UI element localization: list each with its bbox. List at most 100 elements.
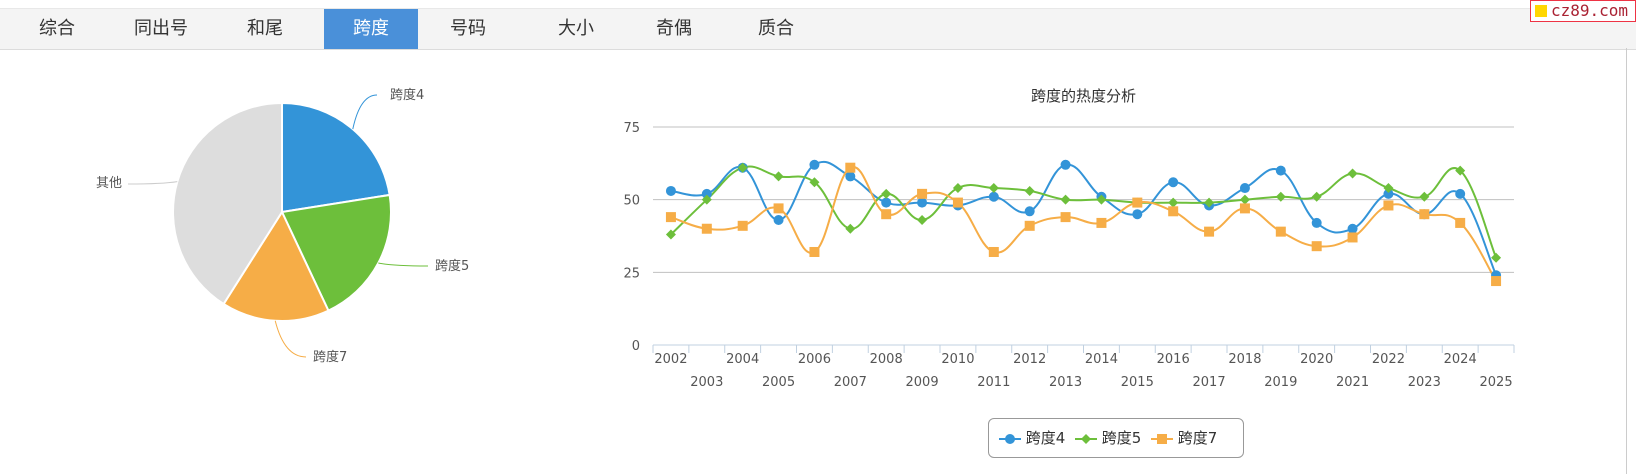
- series-3-point[interactable]: [1024, 220, 1035, 231]
- chart-legend: 跨度4 跨度5 跨度7: [988, 418, 1244, 458]
- series-2-point[interactable]: [809, 177, 820, 188]
- x-tick-label: 2011: [977, 375, 1010, 390]
- legend-marker-icon: [1075, 433, 1097, 444]
- series-1-point[interactable]: [881, 197, 892, 208]
- series-2-point[interactable]: [1024, 185, 1035, 196]
- series-3-point[interactable]: [1096, 217, 1107, 228]
- series-2-point[interactable]: [773, 171, 784, 182]
- series-3-point[interactable]: [1491, 276, 1502, 287]
- series-2-point[interactable]: [701, 194, 712, 205]
- series-3-point[interactable]: [1204, 226, 1215, 237]
- series-2-point[interactable]: [1239, 194, 1250, 205]
- series-2-point[interactable]: [1311, 191, 1322, 202]
- series-3-point[interactable]: [1275, 226, 1286, 237]
- tab-7[interactable]: 奇偶: [656, 18, 692, 39]
- series-3-point[interactable]: [845, 162, 856, 173]
- series-1-point[interactable]: [1024, 206, 1035, 217]
- legend-marker[interactable]: [1157, 433, 1167, 444]
- series-2-point[interactable]: [1168, 197, 1179, 208]
- series-1-point[interactable]: [773, 215, 784, 226]
- tab-4[interactable]: 跨度: [324, 9, 418, 49]
- series-1-point[interactable]: [917, 197, 928, 208]
- series-3-point[interactable]: [1383, 200, 1394, 211]
- pie-connector: [274, 320, 307, 358]
- series-2-point[interactable]: [1455, 165, 1466, 176]
- series-2-point[interactable]: [917, 215, 928, 226]
- series-1-point[interactable]: [1311, 217, 1322, 228]
- series-3-point[interactable]: [809, 246, 820, 257]
- series-3-point[interactable]: [1311, 241, 1322, 252]
- series-2-point[interactable]: [988, 183, 999, 194]
- series-1-point[interactable]: [1383, 188, 1394, 199]
- series-3-point[interactable]: [988, 246, 999, 257]
- tab-2[interactable]: 同出号: [134, 18, 188, 39]
- series-1-point[interactable]: [1275, 165, 1286, 176]
- x-tick-label: 2021: [1336, 375, 1369, 390]
- pie-slice[interactable]: [281, 101, 391, 214]
- series-1-point[interactable]: [701, 188, 712, 199]
- tab-1[interactable]: 综合: [39, 18, 75, 39]
- y-tick-label: 25: [623, 266, 640, 281]
- series-2-point[interactable]: [1096, 194, 1107, 205]
- series-2-point[interactable]: [1347, 168, 1358, 179]
- pie-label: 其他: [96, 176, 122, 191]
- series-3-point[interactable]: [1060, 212, 1071, 223]
- series-3-point[interactable]: [1419, 209, 1430, 220]
- series-2-point[interactable]: [1275, 191, 1286, 202]
- series-3-point[interactable]: [1132, 197, 1143, 208]
- series-3-point[interactable]: [1168, 206, 1179, 217]
- x-tick-label: 2016: [1157, 352, 1190, 367]
- tab-8[interactable]: 质合: [758, 18, 794, 39]
- series-2-point[interactable]: [1060, 194, 1071, 205]
- x-tick-label: 2003: [690, 375, 723, 390]
- series-1-point[interactable]: [1455, 188, 1466, 199]
- series-2-point[interactable]: [1419, 191, 1430, 202]
- pie-slice[interactable]: [280, 193, 393, 312]
- series-3-point[interactable]: [1347, 232, 1358, 243]
- series-1-point[interactable]: [1168, 177, 1179, 188]
- series-2-point[interactable]: [952, 183, 963, 194]
- series-1-point[interactable]: [1239, 183, 1250, 194]
- pie-label: 跨度4: [390, 87, 424, 103]
- series-2-point[interactable]: [665, 229, 676, 240]
- series-1-point[interactable]: [845, 171, 856, 182]
- x-tick-label: 2022: [1372, 352, 1405, 367]
- series-1-point[interactable]: [988, 191, 999, 202]
- legend-item-3[interactable]: 跨度7: [1151, 419, 1217, 457]
- legend-marker[interactable]: [1005, 433, 1015, 444]
- tab-5[interactable]: 号码: [450, 18, 486, 39]
- series-2-point[interactable]: [1491, 252, 1502, 263]
- x-tick-label: 2024: [1444, 352, 1477, 367]
- y-tick-label: 0: [632, 339, 640, 354]
- legend-marker[interactable]: [1081, 433, 1091, 444]
- series-1-point[interactable]: [809, 159, 820, 170]
- x-tick-label: 2004: [726, 352, 759, 367]
- legend-item-1[interactable]: 跨度4: [999, 419, 1065, 457]
- series-3-point[interactable]: [1455, 217, 1466, 228]
- series-3-point[interactable]: [701, 223, 712, 234]
- series-3-point[interactable]: [917, 188, 928, 199]
- pie-label: 跨度5: [435, 258, 469, 274]
- line-chart: 跨度的热度分析025507520022003200420052006200720…: [623, 87, 1515, 390]
- series-2-point[interactable]: [881, 188, 892, 199]
- series-1-point[interactable]: [1132, 209, 1143, 220]
- series-3-point[interactable]: [952, 197, 963, 208]
- series-2-point[interactable]: [1383, 183, 1394, 194]
- y-tick-label: 75: [623, 121, 640, 136]
- series-3-point[interactable]: [881, 209, 892, 220]
- pie-slice[interactable]: [222, 209, 330, 322]
- series-2-point[interactable]: [845, 223, 856, 234]
- series-3-point[interactable]: [773, 203, 784, 214]
- series-1-point[interactable]: [1060, 159, 1071, 170]
- series-1-point[interactable]: [665, 185, 676, 196]
- series-3-point[interactable]: [665, 212, 676, 223]
- legend-item-2[interactable]: 跨度5: [1075, 419, 1141, 457]
- pie-slice[interactable]: [172, 101, 283, 306]
- series-2-point[interactable]: [737, 162, 748, 173]
- series-2-point[interactable]: [1204, 197, 1215, 208]
- series-3-point[interactable]: [1239, 203, 1250, 214]
- tab-3[interactable]: 和尾: [247, 18, 283, 39]
- tab-6[interactable]: 大小: [558, 18, 594, 39]
- series-3-point[interactable]: [737, 220, 748, 231]
- series-1-point[interactable]: [1347, 223, 1358, 234]
